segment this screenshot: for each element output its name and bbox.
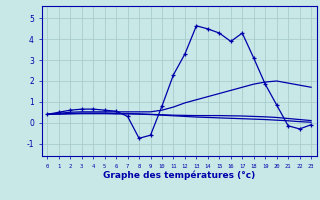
X-axis label: Graphe des températures (°c): Graphe des températures (°c) <box>103 170 255 180</box>
